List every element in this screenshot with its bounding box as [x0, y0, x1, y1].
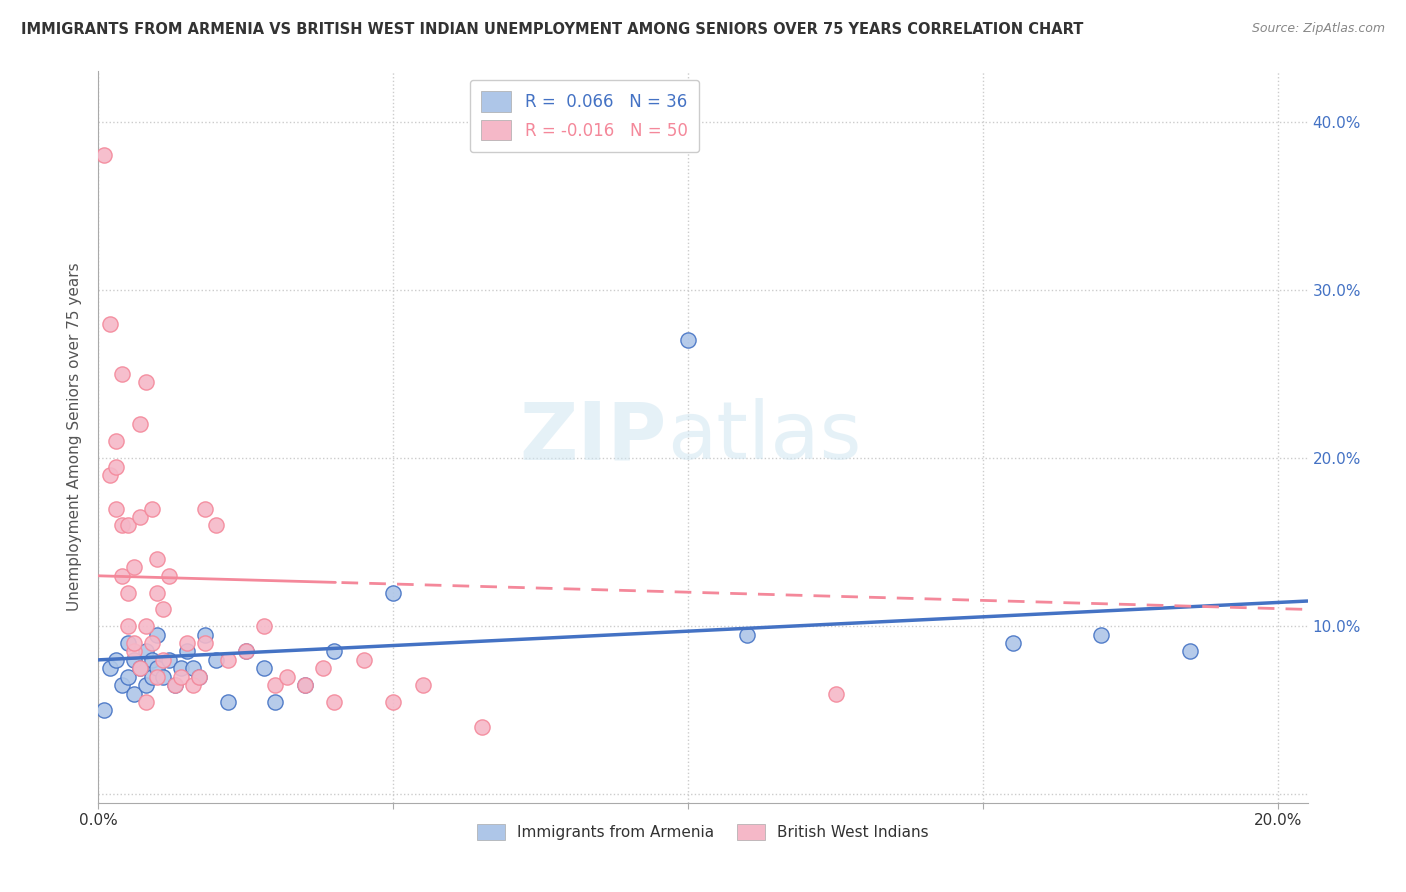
Point — [152, 670, 174, 684]
Point — [194, 501, 217, 516]
Point — [117, 585, 139, 599]
Point — [122, 560, 145, 574]
Point — [117, 636, 139, 650]
Point — [146, 661, 169, 675]
Point — [117, 619, 139, 633]
Point — [276, 670, 298, 684]
Point — [382, 585, 405, 599]
Point — [165, 678, 187, 692]
Point — [217, 653, 239, 667]
Point — [93, 703, 115, 717]
Point — [128, 661, 150, 675]
Point — [1090, 627, 1112, 641]
Point — [264, 695, 287, 709]
Point — [311, 661, 333, 675]
Point — [141, 653, 163, 667]
Point — [323, 644, 346, 658]
Point — [252, 661, 274, 675]
Point — [135, 376, 157, 390]
Point — [141, 670, 163, 684]
Point — [111, 678, 134, 692]
Point — [157, 569, 180, 583]
Point — [294, 678, 316, 692]
Point — [678, 334, 700, 348]
Point — [128, 661, 150, 675]
Point — [187, 670, 209, 684]
Point — [98, 317, 121, 331]
Point — [194, 636, 217, 650]
Point — [181, 661, 204, 675]
Point — [187, 670, 209, 684]
Point — [141, 501, 163, 516]
Point — [105, 501, 128, 516]
Point — [1178, 644, 1201, 658]
Point — [117, 518, 139, 533]
Point — [294, 678, 316, 692]
Y-axis label: Unemployment Among Seniors over 75 years: Unemployment Among Seniors over 75 years — [67, 263, 83, 611]
Point — [128, 417, 150, 432]
Text: IMMIGRANTS FROM ARMENIA VS BRITISH WEST INDIAN UNEMPLOYMENT AMONG SENIORS OVER 7: IMMIGRANTS FROM ARMENIA VS BRITISH WEST … — [21, 22, 1084, 37]
Point — [122, 636, 145, 650]
Text: Source: ZipAtlas.com: Source: ZipAtlas.com — [1251, 22, 1385, 36]
Point — [122, 644, 145, 658]
Point — [170, 670, 193, 684]
Point — [412, 678, 434, 692]
Point — [122, 686, 145, 700]
Point — [205, 653, 228, 667]
Point — [735, 627, 758, 641]
Point — [93, 148, 115, 162]
Point — [141, 636, 163, 650]
Point — [152, 653, 174, 667]
Point — [105, 459, 128, 474]
Point — [111, 569, 134, 583]
Text: atlas: atlas — [666, 398, 860, 476]
Point — [146, 627, 169, 641]
Point — [264, 678, 287, 692]
Point — [122, 653, 145, 667]
Legend: Immigrants from Armenia, British West Indians: Immigrants from Armenia, British West In… — [471, 818, 935, 847]
Point — [135, 644, 157, 658]
Point — [181, 678, 204, 692]
Point — [135, 619, 157, 633]
Point — [353, 653, 375, 667]
Point — [111, 367, 134, 381]
Point — [165, 678, 187, 692]
Text: ZIP: ZIP — [519, 398, 666, 476]
Point — [194, 627, 217, 641]
Point — [111, 518, 134, 533]
Point — [105, 434, 128, 449]
Point — [105, 653, 128, 667]
Point — [176, 636, 198, 650]
Point — [170, 661, 193, 675]
Point — [471, 720, 494, 734]
Point — [152, 602, 174, 616]
Point — [98, 661, 121, 675]
Point — [146, 585, 169, 599]
Point — [217, 695, 239, 709]
Point — [176, 644, 198, 658]
Point — [382, 695, 405, 709]
Point — [235, 644, 257, 658]
Point — [128, 510, 150, 524]
Point — [235, 644, 257, 658]
Point — [146, 552, 169, 566]
Point — [252, 619, 274, 633]
Point — [146, 670, 169, 684]
Point — [135, 695, 157, 709]
Point — [323, 695, 346, 709]
Point — [824, 686, 846, 700]
Point — [98, 467, 121, 482]
Point — [135, 678, 157, 692]
Point — [117, 670, 139, 684]
Point — [205, 518, 228, 533]
Point — [1001, 636, 1024, 650]
Point — [157, 653, 180, 667]
